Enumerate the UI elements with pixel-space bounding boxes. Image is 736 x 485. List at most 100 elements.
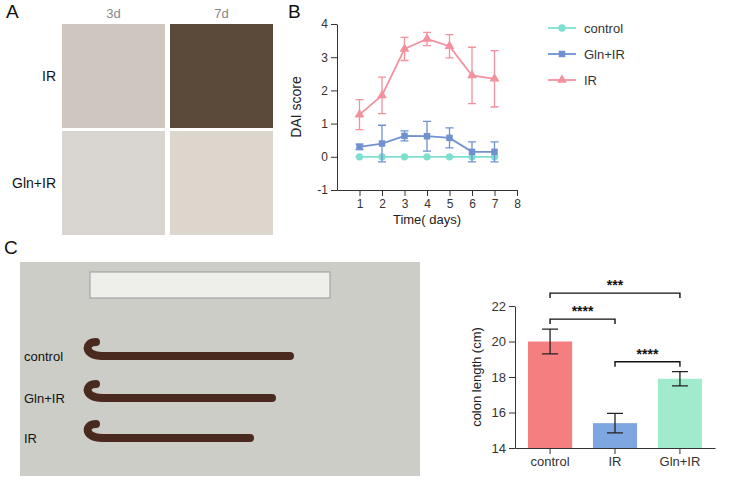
- error-bar: [672, 372, 688, 386]
- tick: 7: [492, 190, 499, 211]
- tick: 5: [447, 190, 454, 211]
- plot-area: [355, 32, 500, 161]
- error-bar: [378, 125, 386, 162]
- marker: [401, 153, 408, 160]
- row-label: IR: [42, 68, 56, 84]
- marker: [377, 90, 387, 99]
- series: [356, 121, 499, 162]
- tick: Gln+IR: [660, 448, 701, 469]
- tick-mark: [450, 190, 451, 196]
- error-bar: [607, 413, 623, 433]
- error-bar: [401, 131, 409, 141]
- tick-label: 20: [492, 334, 506, 349]
- axis: 14 16 18 20 22: [492, 299, 516, 456]
- colon: [88, 342, 290, 356]
- tick: 3: [321, 51, 337, 65]
- marker: [423, 153, 430, 160]
- marker: [467, 70, 477, 79]
- bar: [658, 379, 702, 448]
- row-label: IR: [24, 431, 37, 446]
- error-bar: [491, 142, 499, 162]
- tick: 0: [321, 150, 337, 164]
- marker: [446, 135, 452, 141]
- marker: [356, 144, 362, 150]
- tick-mark: [360, 190, 361, 196]
- marker: [424, 133, 430, 139]
- tick: 4: [424, 190, 431, 211]
- legend-item: Gln+IR: [548, 47, 625, 62]
- tick-label: control: [531, 454, 570, 469]
- panel-letter: C: [4, 237, 18, 258]
- axis: control IR Gln+IR: [516, 448, 716, 469]
- error-bar: [423, 32, 431, 45]
- tick-mark: [405, 190, 406, 196]
- marker: [400, 43, 410, 52]
- legend-label: Gln+IR: [584, 47, 625, 62]
- tick-label: 6: [469, 197, 476, 211]
- photo-grid: IRGln+IR3d7d: [12, 6, 273, 235]
- photo: [62, 24, 165, 128]
- error-bar: [423, 121, 431, 151]
- axis: 12345678: [338, 190, 522, 211]
- tick-label: 4: [424, 197, 431, 211]
- photo-background: [20, 262, 420, 476]
- column-label: 7d: [214, 6, 228, 21]
- tick-label: 7: [492, 197, 499, 211]
- tick-label: 2: [379, 197, 386, 211]
- tick-mark: [495, 190, 496, 196]
- tick: 14: [492, 441, 515, 456]
- marker: [401, 133, 407, 139]
- series: [356, 153, 499, 160]
- axis-title: Time( days): [393, 212, 461, 227]
- panel-letter: A: [6, 1, 19, 22]
- tick: 16: [492, 405, 515, 420]
- bracket: [615, 362, 680, 367]
- legend-item: control: [548, 21, 623, 36]
- tick-label: 18: [492, 370, 506, 385]
- error-bar: [401, 37, 409, 60]
- column-label: 3d: [106, 6, 120, 21]
- tick-label: 16: [492, 405, 506, 420]
- tick: 18: [492, 370, 515, 385]
- tick: 22: [492, 299, 515, 314]
- axis-title: DAI score: [288, 76, 304, 138]
- tick-label: -1: [317, 183, 328, 197]
- error-bar: [446, 35, 454, 58]
- bracket: [550, 319, 615, 324]
- photo: [170, 24, 273, 128]
- tick-mark: [472, 190, 473, 196]
- tick: -1: [317, 183, 337, 197]
- tick-label: IR: [609, 454, 622, 469]
- marker: [491, 149, 497, 155]
- tick-mark: [331, 124, 337, 125]
- row-label: control: [24, 349, 63, 364]
- bar: [528, 342, 572, 449]
- tick-mark: [550, 448, 551, 454]
- error-bar: [542, 329, 558, 354]
- tick-label: Gln+IR: [660, 454, 701, 469]
- error-bar: [356, 100, 364, 130]
- row-label: Gln+IR: [24, 391, 65, 406]
- tick-mark: [509, 377, 515, 378]
- marker: [422, 33, 432, 42]
- tick-label: 14: [492, 441, 506, 456]
- significance-label: ****: [572, 303, 594, 319]
- tick: 3: [402, 190, 409, 211]
- tick-mark: [331, 157, 337, 158]
- tick: control: [531, 448, 570, 469]
- line: [360, 39, 495, 115]
- tick-mark: [331, 24, 337, 25]
- marker: [490, 73, 500, 82]
- tick-mark: [679, 448, 680, 454]
- tick: 2: [379, 190, 386, 211]
- colon: [88, 384, 272, 398]
- tick-mark: [509, 448, 515, 449]
- tick: 20: [492, 334, 515, 349]
- error-bar: [356, 144, 364, 149]
- tick-label: 4: [321, 17, 328, 31]
- tick: 6: [469, 190, 476, 211]
- legend: controlGln+IRIR: [548, 21, 625, 88]
- tick-label: 22: [492, 299, 506, 314]
- photo: [62, 131, 165, 235]
- axis: -101234: [317, 17, 337, 197]
